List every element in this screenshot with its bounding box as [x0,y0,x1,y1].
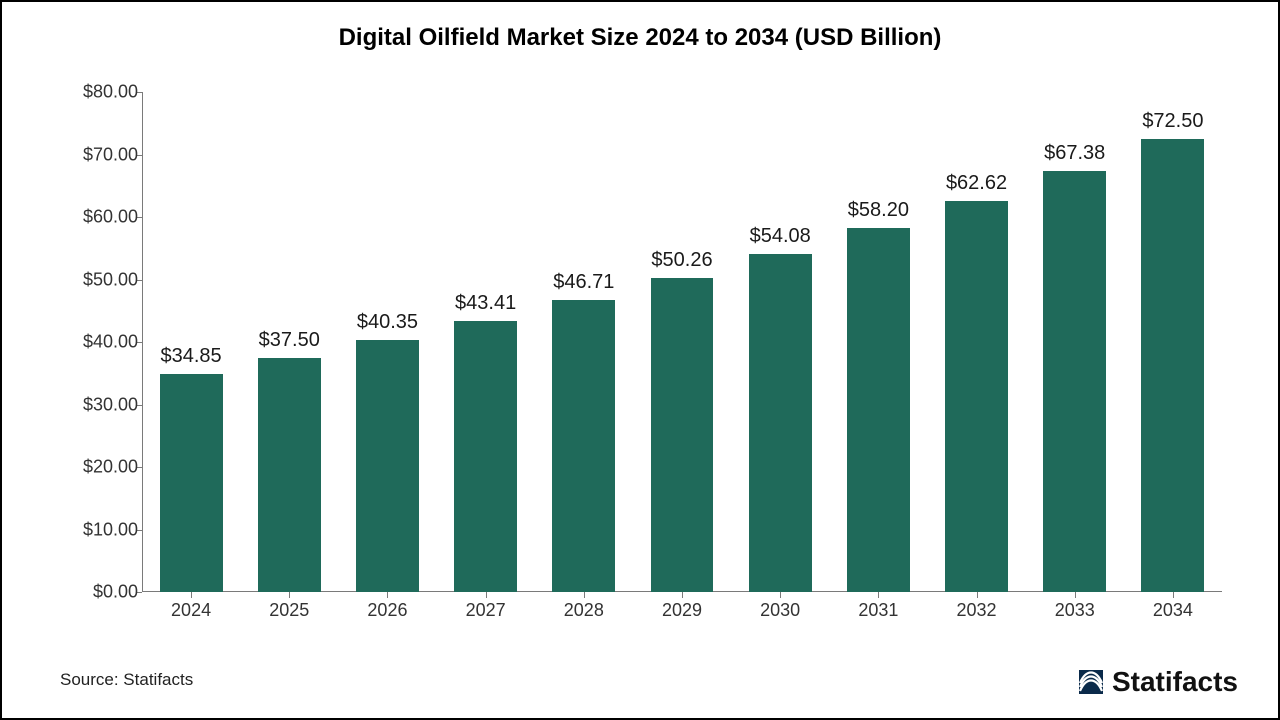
x-tick-mark [387,592,388,598]
x-tick-mark [486,592,487,598]
source-attribution: Source: Statifacts [60,670,193,690]
bar-value-label: $62.62 [917,172,1037,195]
bar-value-label: $72.50 [1113,110,1233,133]
bar [356,340,419,592]
chart-frame: Digital Oilfield Market Size 2024 to 203… [0,0,1280,720]
y-tick-label: $70.00 [58,144,138,165]
bar [1043,171,1106,592]
bar-value-label: $43.41 [426,292,546,315]
bar [651,278,714,592]
bar [552,300,615,592]
x-tick-mark [1173,592,1174,598]
x-tick-mark [1075,592,1076,598]
chart-title: Digital Oilfield Market Size 2024 to 203… [2,24,1278,52]
x-tick-mark [977,592,978,598]
y-axis-line [142,92,143,592]
brand-text: Statifacts [1112,666,1238,698]
y-tick-label: $60.00 [58,207,138,228]
bar-value-label: $67.38 [1015,142,1135,165]
bar [1141,139,1204,592]
bar-value-label: $54.08 [720,225,840,248]
x-tick-mark [289,592,290,598]
bar [945,201,1008,592]
x-category-label: 2034 [1113,600,1233,621]
y-tick-label: $0.00 [58,582,138,603]
bar [160,374,223,592]
y-tick-label: $50.00 [58,269,138,290]
brand-logo: Statifacts [1076,666,1238,698]
bar-value-label: $46.71 [524,271,644,294]
x-tick-mark [682,592,683,598]
y-tick-label: $40.00 [58,332,138,353]
x-tick-mark [584,592,585,598]
y-tick-label: $30.00 [58,394,138,415]
y-tick-label: $10.00 [58,519,138,540]
plot-area: $0.00$10.00$20.00$30.00$40.00$50.00$60.0… [142,92,1222,592]
x-tick-mark [780,592,781,598]
y-tick-label: $20.00 [58,457,138,478]
bar [258,358,321,592]
bar [454,321,517,592]
brand-icon [1076,667,1106,697]
bar [847,228,910,592]
y-tick-label: $80.00 [58,82,138,103]
bar-value-label: $50.26 [622,249,742,272]
bar-value-label: $58.20 [818,199,938,222]
x-tick-mark [878,592,879,598]
x-tick-mark [191,592,192,598]
bar [749,254,812,592]
